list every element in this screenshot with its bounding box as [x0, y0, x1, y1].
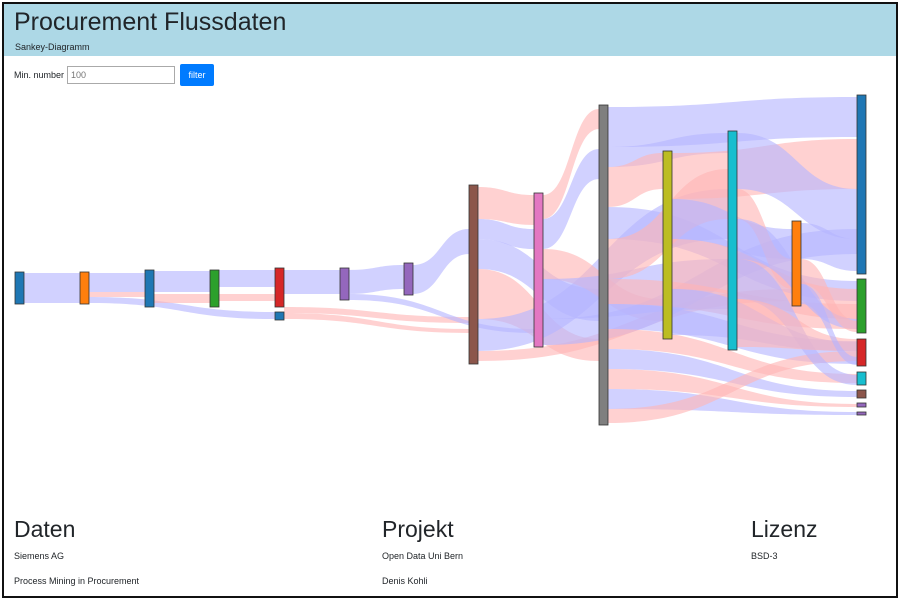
- footer-lizenz: Lizenz BSD-3: [751, 516, 896, 561]
- sankey-link[interactable]: [737, 299, 857, 351]
- sankey-link[interactable]: [543, 149, 599, 249]
- footer-projekt-heading: Projekt: [382, 516, 454, 542]
- footer-daten-heading: Daten: [14, 516, 76, 542]
- sankey-link[interactable]: [608, 351, 857, 423]
- page-title: Procurement Flussdaten: [14, 8, 287, 36]
- filter-bar: Min. number filter: [14, 64, 215, 86]
- sankey-node[interactable]: [727, 130, 738, 351]
- footer-projekt-line2: Denis Kohli: [382, 576, 428, 586]
- sankey-link[interactable]: [413, 229, 469, 294]
- min-number-input[interactable]: [67, 66, 176, 84]
- sankey-link[interactable]: [608, 97, 857, 147]
- footer-lizenz-heading: Lizenz: [751, 516, 818, 542]
- sankey-link[interactable]: [608, 349, 857, 397]
- sankey-link[interactable]: [478, 187, 534, 225]
- sankey-node[interactable]: [144, 269, 155, 308]
- page-subtitle: Sankey-Diagramm: [15, 42, 90, 52]
- sankey-node[interactable]: [468, 184, 479, 365]
- sankey-node[interactable]: [856, 338, 867, 367]
- sankey-link[interactable]: [349, 265, 404, 294]
- sankey-node[interactable]: [339, 267, 350, 301]
- sankey-link[interactable]: [608, 329, 857, 383]
- sankey-diagram: [14, 94, 867, 426]
- sankey-link[interactable]: [89, 292, 145, 297]
- sankey-link[interactable]: [89, 297, 275, 319]
- sankey-link[interactable]: [543, 109, 599, 219]
- sankey-node[interactable]: [274, 267, 285, 308]
- sankey-link[interactable]: [801, 223, 857, 271]
- sankey-link[interactable]: [284, 313, 469, 333]
- sankey-link[interactable]: [284, 270, 340, 294]
- footer-lizenz-line1: BSD-3: [751, 551, 778, 561]
- sankey-link[interactable]: [89, 273, 145, 292]
- sankey-node[interactable]: [274, 311, 285, 321]
- sankey-link[interactable]: [219, 270, 275, 287]
- sankey-link[interactable]: [219, 294, 275, 301]
- sankey-node[interactable]: [403, 262, 414, 296]
- sankey-link[interactable]: [478, 219, 534, 249]
- sankey-link[interactable]: [349, 294, 534, 333]
- sankey-link[interactable]: [284, 307, 469, 323]
- sankey-link[interactable]: [154, 271, 210, 292]
- sankey-node[interactable]: [14, 271, 25, 305]
- sankey-link[interactable]: [608, 153, 663, 207]
- sankey-node[interactable]: [209, 269, 220, 308]
- sankey-link[interactable]: [608, 133, 728, 167]
- page-header: Procurement Flussdaten Sankey-Diagramm: [4, 4, 896, 56]
- sankey-node[interactable]: [856, 411, 867, 416]
- filter-button[interactable]: filter: [180, 64, 215, 86]
- sankey-node[interactable]: [662, 150, 673, 340]
- sankey-nodes: [14, 94, 867, 426]
- footer-daten: Daten Siemens AG Process Mining in Procu…: [14, 516, 294, 586]
- footer-daten-line1: Siemens AG: [14, 551, 65, 561]
- footer-daten-line2: Process Mining in Procurement: [14, 576, 140, 586]
- footer-projekt: Projekt Open Data Uni Bern Denis Kohli: [382, 516, 662, 586]
- sankey-node[interactable]: [856, 402, 867, 408]
- sankey-node[interactable]: [856, 389, 867, 399]
- sankey-node[interactable]: [856, 371, 867, 386]
- footer-projekt-line1: Open Data Uni Bern: [382, 551, 464, 561]
- sankey-node[interactable]: [856, 278, 867, 334]
- sankey-link[interactable]: [737, 133, 857, 239]
- sankey-link[interactable]: [801, 284, 857, 365]
- sankey-link[interactable]: [154, 294, 210, 303]
- sankey-node[interactable]: [533, 192, 544, 348]
- sankey-link[interactable]: [801, 259, 857, 332]
- sankey-node[interactable]: [791, 220, 802, 307]
- min-number-label: Min. number: [14, 70, 65, 80]
- sankey-node[interactable]: [598, 104, 609, 426]
- sankey-node[interactable]: [79, 271, 90, 305]
- sankey-node[interactable]: [856, 94, 867, 275]
- sankey-link[interactable]: [24, 273, 80, 303]
